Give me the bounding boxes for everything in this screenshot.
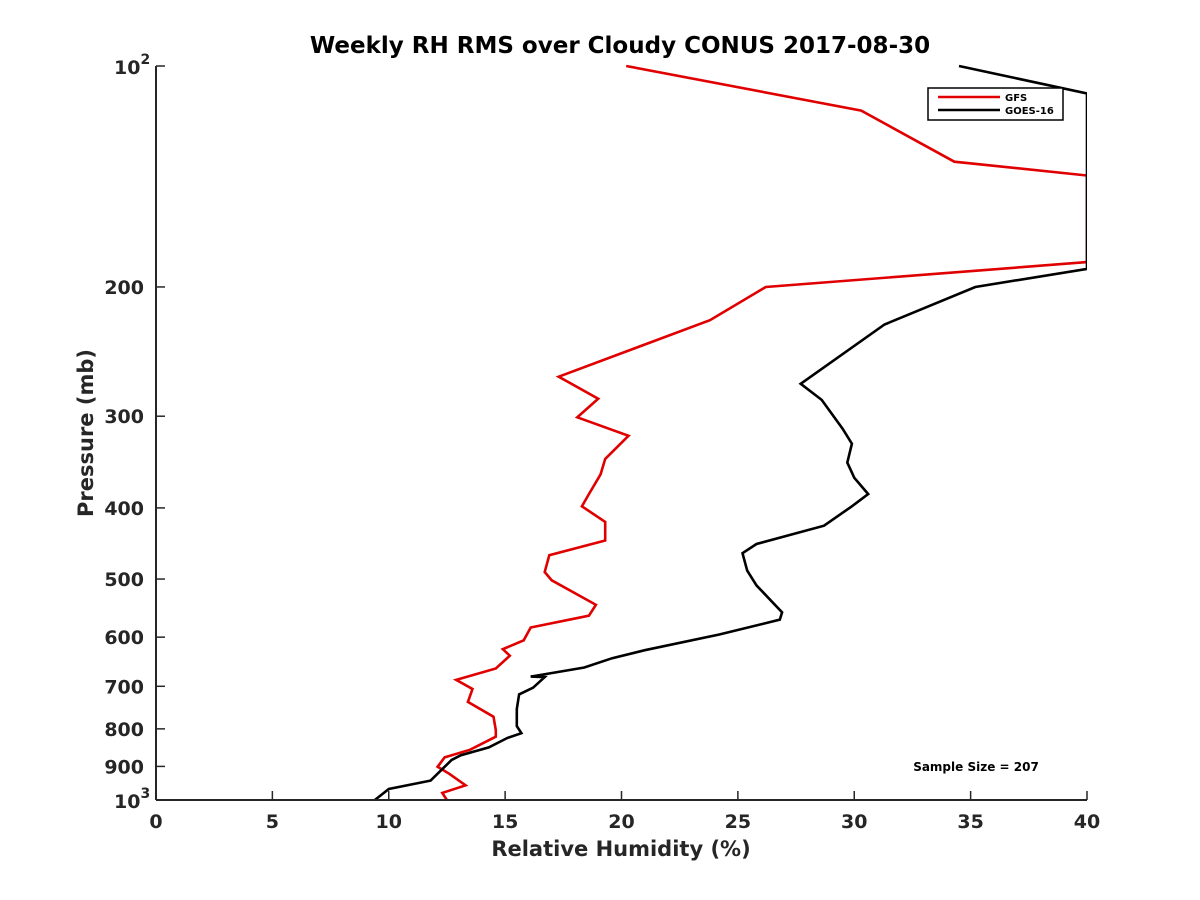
- series-layer: [373, 64, 1087, 802]
- x-tick-label: 20: [608, 811, 634, 833]
- sample-size-annotation: Sample Size = 207: [913, 760, 1039, 774]
- y-tick-label: 500: [104, 569, 144, 591]
- chart-title: Weekly RH RMS over Cloudy CONUS 2017-08-…: [310, 33, 930, 59]
- x-tick-label: 15: [492, 811, 518, 833]
- y-axis-label: Pressure (mb): [74, 349, 98, 517]
- y-tick-label: 300: [104, 406, 144, 428]
- y-tick-label: 900: [104, 756, 144, 778]
- x-tick-label: 35: [957, 811, 983, 833]
- legend: GFS GOES-16: [927, 87, 1064, 121]
- y-tick-exponent: 2: [140, 52, 150, 68]
- y-tick-label: 200: [104, 277, 144, 299]
- x-tick-label: 10: [376, 811, 402, 833]
- x-tick-label: 40: [1074, 811, 1100, 833]
- x-tick-label: 0: [149, 811, 162, 833]
- y-tick-label: 700: [104, 676, 144, 698]
- x-ticks: 0 5 10 15 20 25 30 35 40: [149, 791, 1100, 833]
- x-axis-label: Relative Humidity (%): [491, 837, 750, 861]
- y-tick-label: 400: [104, 498, 144, 520]
- x-tick-label: 25: [725, 811, 751, 833]
- y-tick-label: 800: [104, 719, 144, 741]
- x-tick-label: 5: [266, 811, 279, 833]
- y-tick-label: 600: [104, 627, 144, 649]
- x-tick-label: 30: [841, 811, 867, 833]
- legend-label-gfs: GFS: [1005, 93, 1027, 104]
- series-line-gfs: [435, 64, 1087, 801]
- legend-label-goes16: GOES-16: [1005, 106, 1054, 117]
- series-line-goes16: [373, 64, 1087, 802]
- legend-box: [927, 87, 1064, 121]
- y-tick-exponent: 3: [140, 786, 150, 802]
